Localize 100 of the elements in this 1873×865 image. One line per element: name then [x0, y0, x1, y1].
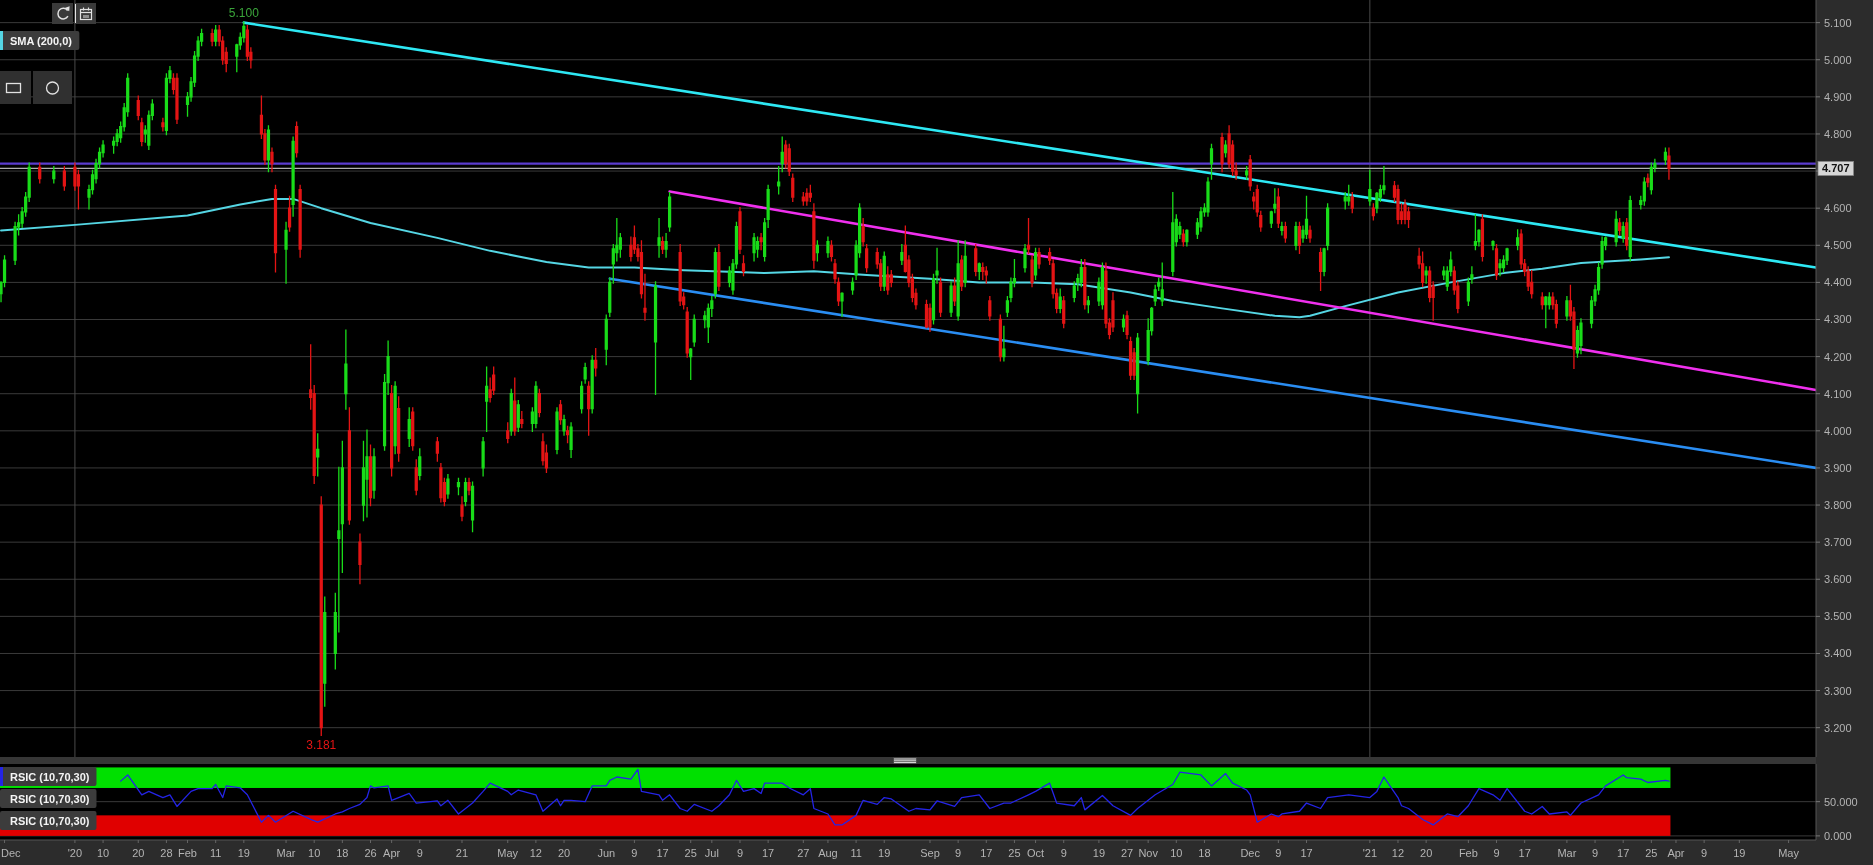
candlestick: [1516, 229, 1520, 251]
x-tick-label: 11: [209, 847, 222, 859]
candlestick: [815, 240, 819, 262]
line-series: [120, 768, 1670, 826]
y-tick-label: 4.500: [1824, 239, 1852, 252]
line-series: [0, 197, 1670, 319]
candlestick: [1023, 244, 1027, 273]
candlestick: [583, 362, 587, 384]
candlestick: [657, 218, 661, 258]
candlestick: [587, 381, 591, 436]
candlestick: [481, 436, 485, 477]
y-tick-label: 3.600: [1824, 573, 1852, 586]
candlestick: [210, 28, 214, 47]
y-tick-label: 4.900: [1824, 90, 1852, 103]
candlestick: [826, 236, 830, 258]
y-tick-label: 4.400: [1824, 276, 1852, 289]
candlestick: [456, 477, 461, 496]
candlestick: [1544, 295, 1548, 329]
x-tick-label: 9: [955, 847, 962, 859]
x-tick-label: 12: [529, 847, 543, 859]
candlestick: [467, 477, 471, 496]
candlestick: [886, 266, 890, 295]
x-tick-label: Jul: [704, 847, 719, 859]
candlestick: [562, 414, 566, 436]
candlestick: [52, 166, 56, 184]
candlestick: [1663, 147, 1668, 165]
x-tick-label: 28: [160, 847, 173, 859]
candlestick: [1579, 318, 1583, 355]
x-tick-label: Dec: [1240, 847, 1261, 859]
x-tick-label: 9: [736, 847, 744, 859]
candlestick: [435, 436, 439, 462]
legend-label: SMA (200,0): [10, 34, 73, 47]
candlestick: [520, 411, 524, 429]
candlestick: [861, 218, 865, 247]
x-tick-label: Feb: [1458, 847, 1478, 859]
x-tick-label: Apr: [383, 847, 401, 859]
candlestick: [1283, 221, 1287, 243]
candlestick: [1646, 173, 1650, 188]
x-tick-label: 25: [684, 847, 697, 859]
y-tick-label: 4.000: [1824, 424, 1852, 437]
candlestick: [214, 25, 218, 47]
candlestick: [344, 329, 348, 410]
candlestick: [372, 448, 376, 499]
candlestick: [1223, 140, 1228, 158]
band-label: RSIC (10,70,30): [10, 814, 90, 827]
candlestick: [1618, 218, 1622, 236]
ref-line-label: 4.707: [1822, 162, 1850, 175]
candlestick: [365, 429, 369, 518]
candlestick: [755, 236, 760, 258]
candlestick: [812, 203, 816, 269]
candlestick: [1304, 195, 1309, 240]
x-tick-label: 25: [1008, 847, 1021, 859]
candlestick: [741, 255, 746, 277]
candlestick: [738, 206, 742, 254]
x-tick-label: '21: [1362, 847, 1378, 859]
x-tick-label: 9: [1060, 847, 1067, 859]
candlestick: [1125, 310, 1129, 340]
candlestick: [1220, 132, 1224, 173]
candlestick: [407, 407, 411, 447]
candlestick: [485, 366, 489, 433]
candlestick: [569, 422, 573, 459]
candlestick: [1396, 184, 1400, 225]
candlestick: [284, 221, 288, 284]
x-tick-label: 19: [1733, 847, 1746, 859]
x-tick-label: 17: [656, 847, 669, 859]
x-tick-label: 27: [1120, 847, 1134, 859]
x-tick-label: 20: [132, 847, 145, 859]
x-tick-label: 10: [1170, 847, 1183, 859]
candlestick: [1530, 270, 1534, 299]
x-tick-label: 18: [1198, 847, 1211, 859]
candlestick: [1621, 221, 1625, 243]
candlestick: [1181, 229, 1185, 247]
candlestick: [555, 407, 559, 455]
candlestick: [752, 232, 756, 262]
x-tick-label: 25: [1645, 847, 1658, 859]
y-tick-label: 3.300: [1824, 684, 1852, 697]
x-tick-label: May: [1778, 847, 1800, 859]
candlestick: [664, 232, 668, 258]
x-tick-label: Nov: [1138, 847, 1159, 859]
candlestick: [1245, 166, 1249, 180]
y-tick-label: 4.100: [1824, 387, 1852, 400]
candlestick: [953, 277, 957, 306]
y-tick-label: 3.500: [1824, 610, 1852, 623]
x-tick-label: 17: [1300, 847, 1313, 859]
y-tick-label: 5.000: [1824, 53, 1852, 66]
candlestick: [840, 292, 844, 318]
candlestick: [291, 136, 295, 217]
candlestick: [801, 192, 805, 206]
x-tick-label: 9: [1591, 847, 1599, 859]
legend-label: RSIC (10,70,30): [10, 770, 90, 783]
candlestick: [1030, 255, 1034, 288]
x-tick-label: 20: [557, 847, 571, 859]
x-tick-label: 10: [96, 847, 110, 859]
x-tick-label: 19: [1092, 847, 1106, 859]
x-tick-label: Oct: [1026, 847, 1045, 859]
y-tick-label: 4.800: [1824, 127, 1852, 140]
candlestick: [984, 266, 988, 284]
y-tick-label: 4.300: [1824, 313, 1852, 326]
candlestick: [1121, 314, 1126, 332]
candlestick: [506, 422, 510, 444]
